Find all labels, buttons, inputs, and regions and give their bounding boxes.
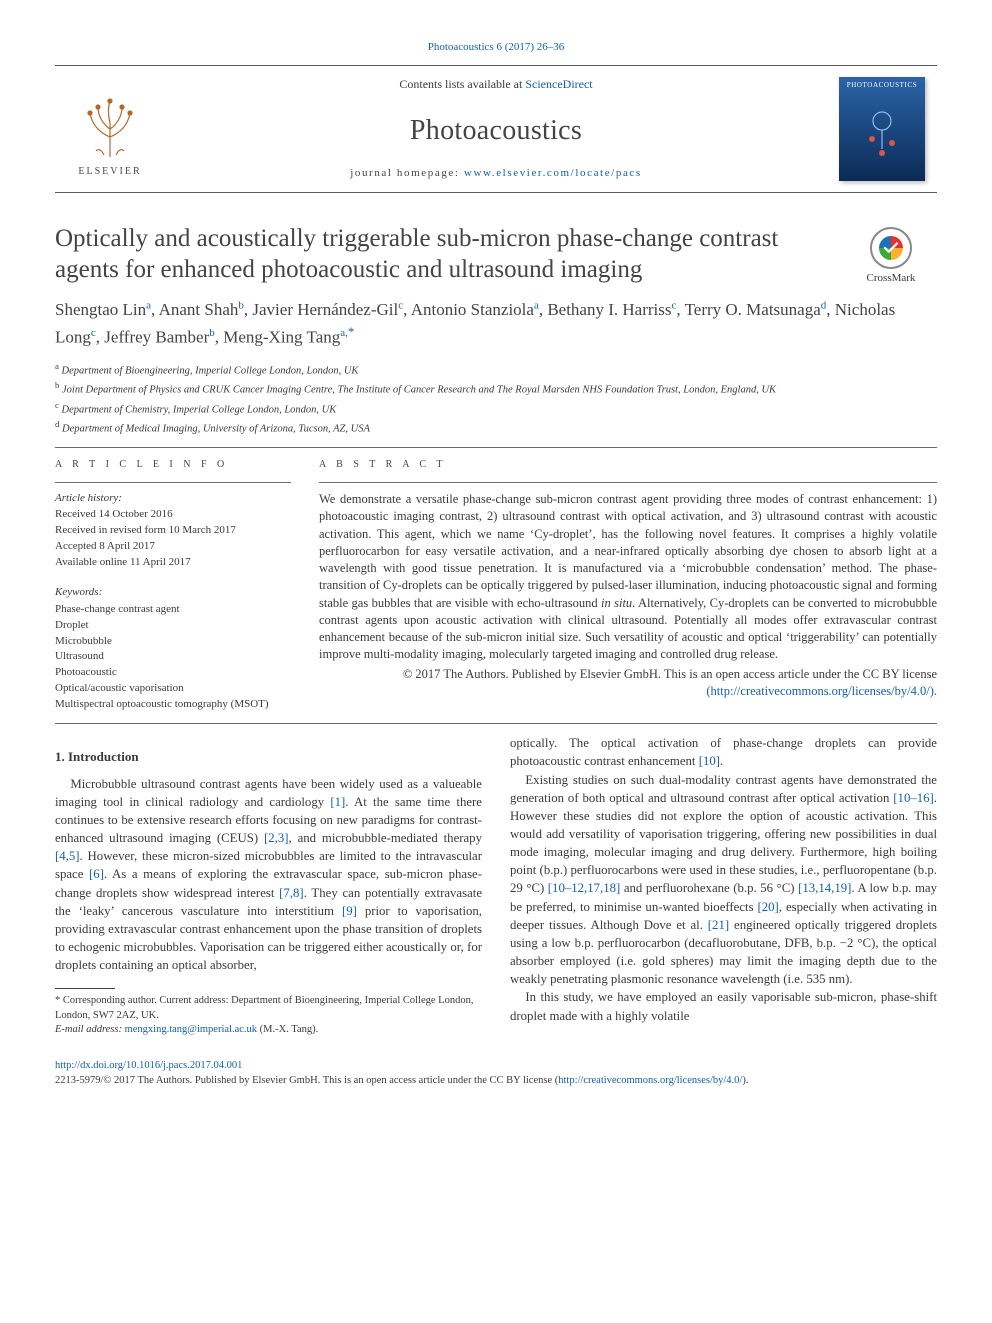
email-label: E-mail address: [55,1024,125,1035]
citation-link[interactable]: [13,14,19] [798,881,851,895]
cc-license-link[interactable]: (http://creativecommons.org/licenses/by/… [706,684,937,698]
elsevier-logo-box: ELSEVIER [55,66,165,191]
history-line: Received 14 October 2016 [55,507,291,523]
citation-link[interactable]: [10] [699,754,720,768]
history-line: Available online 11 April 2017 [55,555,291,571]
keyword-line: Phase-change contrast agent [55,602,291,618]
keyword-line: Optical/acoustic vaporisation [55,681,291,697]
author-list: Shengtao Lina, Anant Shahb, Javier Herná… [55,298,937,350]
corresponding-author-footnote: * Corresponding author. Current address:… [55,994,482,1022]
journal-cover-thumbnail: PHOTOACOUSTICS [839,77,925,181]
abstract-column: A B S T R A C T We demonstrate a versati… [319,458,937,713]
journal-homepage-line: journal homepage: www.elsevier.com/locat… [173,166,819,181]
crossmark-icon [870,227,912,269]
rule-above-info [55,447,937,448]
intro-para-4: In this study, we have employed an easil… [510,988,937,1024]
journal-cover-label: PHOTOACOUSTICS [839,81,925,91]
affiliations: a Department of Bioengineering, Imperial… [55,360,937,437]
elsevier-wordmark: ELSEVIER [78,165,141,179]
citation-link[interactable]: [1] [330,795,345,809]
journal-homepage-link[interactable]: www.elsevier.com/locate/pacs [464,167,642,179]
rule-abstract-inner [319,482,937,483]
crossmark-label: CrossMark [867,271,916,286]
abstract-label: A B S T R A C T [319,458,937,472]
running-head-link[interactable]: Photoacoustics 6 (2017) 26–36 [428,41,565,53]
article-history-label: Article history: [55,491,291,506]
citation-link[interactable]: [4,5] [55,849,80,863]
keyword-line: Multispectral optoacoustic tomography (M… [55,697,291,713]
keyword-line: Photoacoustic [55,665,291,681]
affiliation-line: c Department of Chemistry, Imperial Coll… [55,399,937,418]
abstract-text: We demonstrate a versatile phase-change … [319,491,937,664]
journal-cover-art-icon [851,99,913,169]
affiliation-line: a Department of Bioengineering, Imperial… [55,360,937,379]
intro-heading: 1. Introduction [55,748,482,766]
intro-para-1: Microbubble ultrasound contrast agents h… [55,775,482,975]
crossmark-badge[interactable]: CrossMark [845,227,937,286]
elsevier-tree-icon [78,95,142,159]
keywords-label: Keywords: [55,585,291,600]
email-footnote: E-mail address: mengxing.tang@imperial.a… [55,1023,482,1037]
journal-name: Photoacoustics [173,111,819,150]
email-tail: (M.-X. Tang). [257,1024,318,1035]
affiliation-line: d Department of Medical Imaging, Univers… [55,418,937,437]
doi-link[interactable]: http://dx.doi.org/10.1016/j.pacs.2017.04… [55,1060,242,1071]
rule-below-abstract [55,723,937,724]
citation-link[interactable]: [10–12,17,18] [548,881,621,895]
info-abstract-row: A R T I C L E I N F O Article history: R… [55,458,937,713]
abstract-copyright: © 2017 The Authors. Published by Elsevie… [319,666,937,701]
history-line: Accepted 8 April 2017 [55,539,291,555]
masthead: ELSEVIER Contents lists available at Sci… [55,65,937,192]
citation-link[interactable]: [6] [89,867,104,881]
article-info-label: A R T I C L E I N F O [55,458,291,472]
footer-copyright-suffix: ). [742,1075,748,1086]
citation-link[interactable]: [21] [708,918,729,932]
article-info-column: A R T I C L E I N F O Article history: R… [55,458,291,713]
citation-link[interactable]: [7,8] [279,886,304,900]
running-head: Photoacoustics 6 (2017) 26–36 [55,40,937,55]
body-two-columns: 1. Introduction Microbubble ultrasound c… [55,734,937,1037]
contents-prefix: Contents lists available at [399,77,525,91]
citation-link[interactable]: [10–16] [893,791,934,805]
footer-copyright-prefix: 2213-5979/© 2017 The Authors. Published … [55,1075,558,1086]
footnote-separator [55,988,115,989]
sciencedirect-link[interactable]: ScienceDirect [525,77,592,91]
corresponding-email-link[interactable]: mengxing.tang@imperial.ac.uk [125,1024,257,1035]
article-title: Optically and acoustically triggerable s… [55,223,833,286]
intro-para-2: optically. The optical activation of pha… [510,734,937,770]
keyword-line: Droplet [55,618,291,634]
affiliation-line: b Joint Department of Physics and CRUK C… [55,379,937,398]
title-block: Optically and acoustically triggerable s… [55,223,937,286]
elsevier-logo: ELSEVIER [65,79,155,179]
keyword-line: Ultrasound [55,649,291,665]
history-line: Received in revised form 10 March 2017 [55,523,291,539]
masthead-center: Contents lists available at ScienceDirec… [165,66,827,191]
contents-lists-line: Contents lists available at ScienceDirec… [173,76,819,93]
page-footer: http://dx.doi.org/10.1016/j.pacs.2017.04… [55,1059,937,1088]
footnote-corr-text: Corresponding author. Current address: D… [55,995,473,1020]
rule-info-inner [55,482,291,483]
citation-link[interactable]: [9] [342,904,357,918]
copyright-text: © 2017 The Authors. Published by Elsevie… [403,667,937,681]
intro-para-3: Existing studies on such dual-modality c… [510,771,937,989]
homepage-prefix: journal homepage: [350,167,464,179]
footer-license-link[interactable]: http://creativecommons.org/licenses/by/4… [558,1075,742,1086]
journal-cover-box: PHOTOACOUSTICS [827,66,937,191]
citation-link[interactable]: [2,3] [264,831,289,845]
citation-link[interactable]: [20] [758,900,779,914]
keyword-line: Microbubble [55,634,291,650]
